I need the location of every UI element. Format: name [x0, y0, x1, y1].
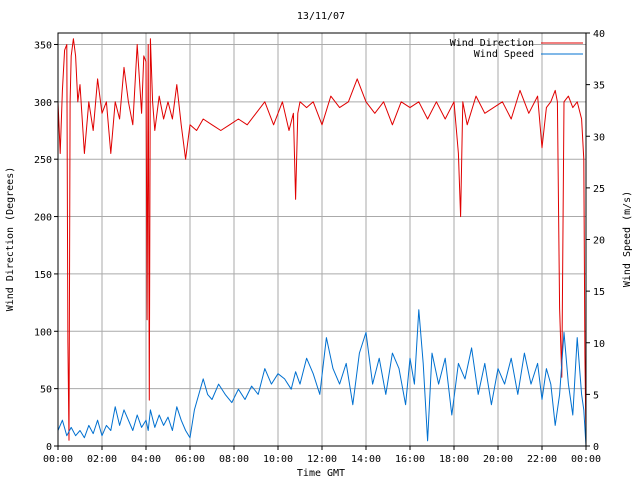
y-left-tick-label: 150	[34, 270, 52, 281]
series-line-wind-speed	[57, 309, 587, 447]
y-left-tick-label: 300	[34, 98, 52, 109]
y-left-tick-label: 200	[34, 213, 52, 224]
series-lines	[57, 38, 587, 447]
y-right-tick-label: 30	[593, 132, 605, 143]
y-right-tick-label: 15	[593, 287, 605, 298]
x-tick-label: 20:00	[483, 454, 513, 465]
x-tick-label: 00:00	[43, 454, 73, 465]
y-right-tick-label: 5	[593, 390, 599, 401]
x-tick-label: 14:00	[351, 454, 381, 465]
grid	[58, 33, 586, 446]
y-right-tick-label: 20	[593, 236, 605, 247]
legend-label: Wind Direction	[450, 38, 534, 49]
y-left-tick-label: 350	[34, 40, 52, 51]
x-tick-label: 12:00	[307, 454, 337, 465]
axes: 00:00 02:00 04:00 06:00 08:00 10:00 12:00 14:00…	[34, 29, 605, 465]
y-right-tick-label: 40	[593, 29, 605, 40]
y-axis-right-label: Wind Speed (m/s)	[622, 191, 633, 287]
y-left-tick-label: 250	[34, 155, 52, 166]
x-tick-label: 06:00	[175, 454, 205, 465]
x-tick-label: 22:00	[527, 454, 557, 465]
x-tick-label: 02:00	[87, 454, 117, 465]
y-right-tick-label: 35	[593, 81, 605, 92]
x-tick-label: 16:00	[395, 454, 425, 465]
y-right-tick-label: 10	[593, 339, 605, 350]
chart-title: 13/11/07	[297, 11, 345, 22]
x-tick-label: 10:00	[263, 454, 293, 465]
x-tick-label: 08:00	[219, 454, 249, 465]
x-tick-label: 00:00	[571, 454, 601, 465]
y-right-tick-label: 25	[593, 184, 605, 195]
y-left-tick-label: 100	[34, 327, 52, 338]
y-right-tick-label: 0	[593, 442, 599, 453]
y-axis-left-label: Wind Direction (Degrees)	[5, 167, 16, 312]
y-left-tick-label: 0	[46, 442, 52, 453]
legend-label: Wind Speed	[474, 49, 534, 60]
series-line-wind-direction	[57, 38, 587, 441]
x-tick-label: 04:00	[131, 454, 161, 465]
x-axis-label: Time GMT	[297, 468, 345, 479]
x-tick-label: 18:00	[439, 454, 469, 465]
y-left-tick-label: 50	[40, 385, 52, 396]
